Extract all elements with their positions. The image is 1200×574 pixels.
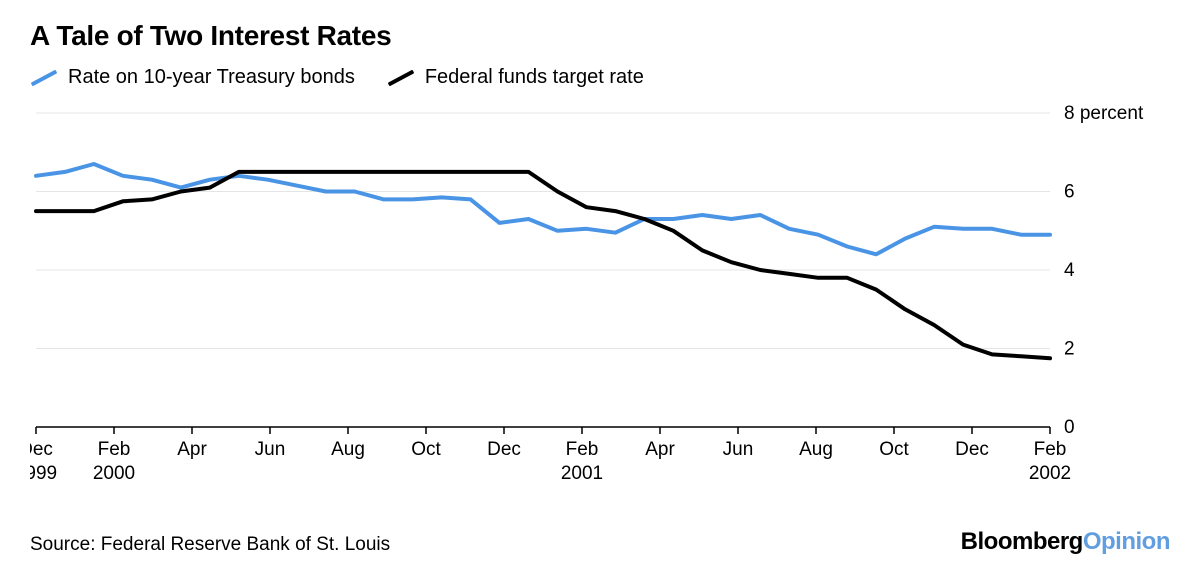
svg-text:Oct: Oct xyxy=(879,439,909,460)
svg-text:1999: 1999 xyxy=(30,463,57,484)
legend-swatch-fedfunds xyxy=(388,69,415,86)
legend-swatch-treasury xyxy=(31,69,58,86)
svg-text:Apr: Apr xyxy=(645,439,675,460)
brand-part2: Opinion xyxy=(1083,528,1170,555)
chart-legend: Rate on 10-year Treasury bonds Federal f… xyxy=(30,66,1170,89)
svg-text:2000: 2000 xyxy=(93,463,135,484)
chart-title: A Tale of Two Interest Rates xyxy=(30,20,1170,52)
svg-text:2001: 2001 xyxy=(561,463,603,484)
svg-text:Jun: Jun xyxy=(255,439,286,460)
svg-text:Apr: Apr xyxy=(177,439,207,460)
svg-text:Aug: Aug xyxy=(331,439,365,460)
svg-text:Dec: Dec xyxy=(30,439,53,460)
legend-label-fedfunds: Federal funds target rate xyxy=(425,66,644,89)
brand-part1: Bloomberg xyxy=(961,528,1083,555)
svg-text:4: 4 xyxy=(1064,260,1075,281)
chart-source: Source: Federal Reserve Bank of St. Loui… xyxy=(30,534,390,556)
chart-area: 0 2 4 6 8 percent Dec 1999 Feb 2000 Apr Jun Aug Oct D… xyxy=(30,105,1170,512)
legend-item-treasury: Rate on 10-year Treasury bonds xyxy=(30,66,355,89)
svg-text:0: 0 xyxy=(1064,417,1075,438)
svg-text:2002: 2002 xyxy=(1029,463,1071,484)
legend-item-fedfunds: Federal funds target rate xyxy=(387,66,644,89)
svg-text:2: 2 xyxy=(1064,339,1075,360)
svg-text:8 percent: 8 percent xyxy=(1064,105,1144,124)
svg-text:Feb: Feb xyxy=(1034,439,1067,460)
line-chart: 0 2 4 6 8 percent Dec 1999 Feb 2000 Apr Jun Aug Oct D… xyxy=(30,105,1170,485)
series-fedfunds xyxy=(36,172,1050,358)
svg-text:Dec: Dec xyxy=(955,439,989,460)
legend-label-treasury: Rate on 10-year Treasury bonds xyxy=(68,66,355,89)
brand-logo: BloombergOpinion xyxy=(961,528,1170,556)
svg-text:Oct: Oct xyxy=(411,439,441,460)
svg-text:Aug: Aug xyxy=(799,439,833,460)
svg-text:Feb: Feb xyxy=(98,439,131,460)
series-treasury xyxy=(36,164,1050,254)
svg-text:Feb: Feb xyxy=(566,439,599,460)
svg-text:6: 6 xyxy=(1064,182,1075,203)
svg-text:Dec: Dec xyxy=(487,439,521,460)
svg-text:Jun: Jun xyxy=(723,439,754,460)
